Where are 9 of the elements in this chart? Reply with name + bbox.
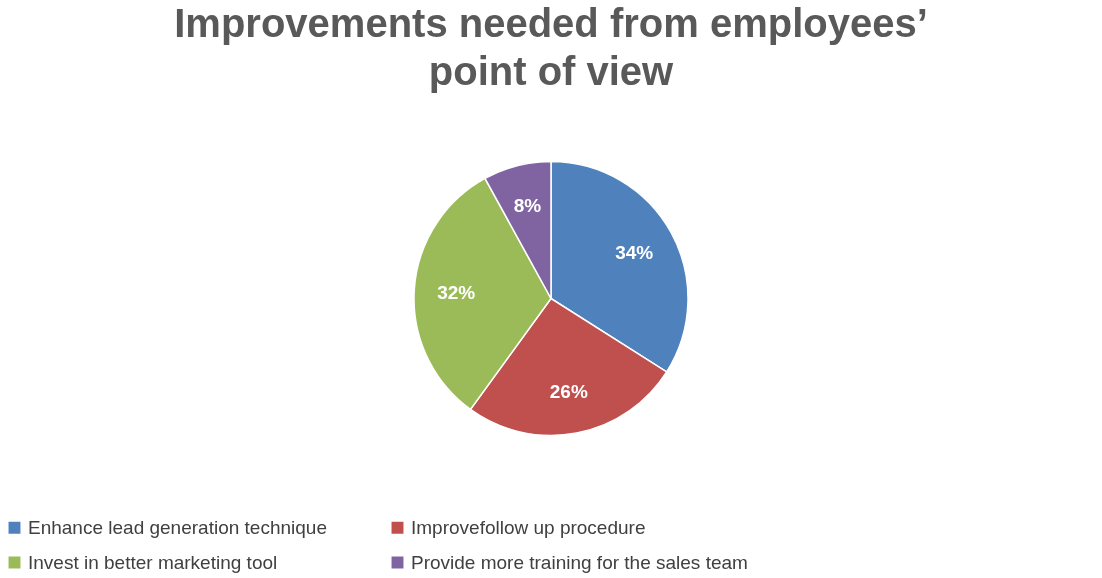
data-label: 32% [437,281,476,303]
chart-title: Improvements needed from employees’ point of view [174,1,928,93]
legend-label: Improvefollow up procedure [411,516,646,538]
legend-label: Provide more training for the sales team [411,551,748,573]
legend-label: Invest in better marketing tool [28,551,278,573]
data-label: 34% [615,241,654,263]
legend-label: Enhance lead generation technique [28,516,327,538]
data-label: 26% [549,380,588,402]
data-label: 8% [513,195,542,217]
